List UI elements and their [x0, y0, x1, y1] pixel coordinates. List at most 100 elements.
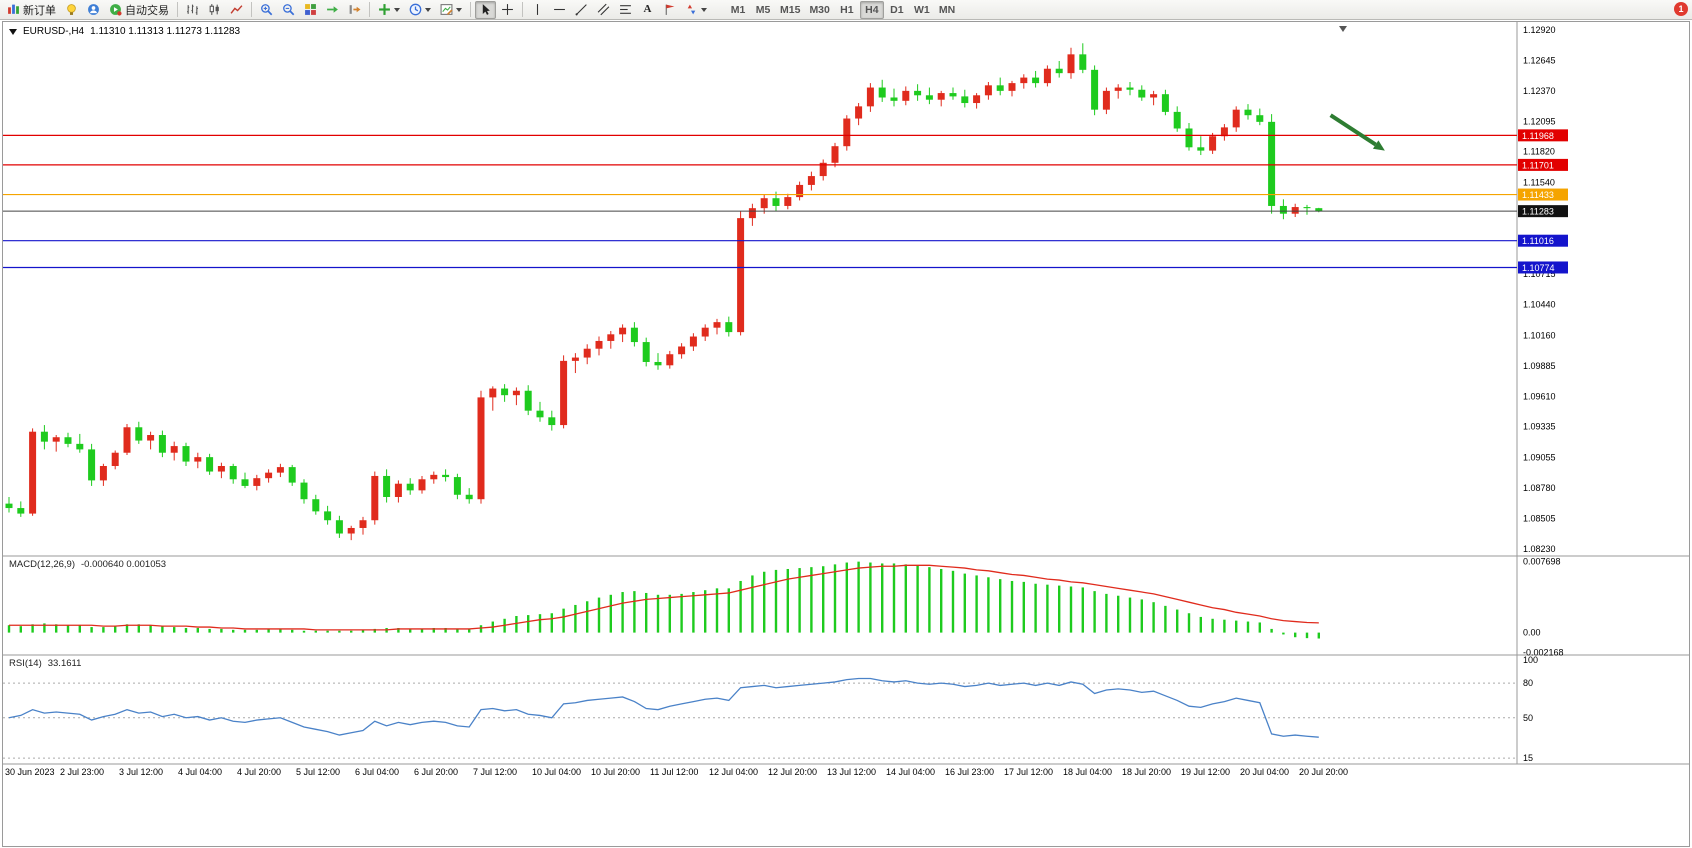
trendline-button[interactable] [571, 1, 592, 19]
svg-text:20 Jul 20:00: 20 Jul 20:00 [1299, 767, 1348, 777]
time-axis[interactable]: 30 Jun 2023 2 Jul 23:00 3 Jul 12:00 4 Jul 0… [5, 767, 1348, 777]
timeframe-mn-button[interactable]: MN [935, 1, 959, 19]
price-badges: 1.11968 1.11701 1.11433 1.11016 1.10774 1.112… [1518, 129, 1568, 274]
fibonacci-button[interactable] [615, 1, 636, 19]
notification-badge[interactable]: 1 [1674, 2, 1688, 16]
svg-text:0.00: 0.00 [1523, 628, 1541, 638]
cursor-icon [479, 3, 492, 16]
toolbar-separator [522, 2, 523, 17]
candles-layer [5, 43, 1323, 541]
svg-text:18 Jul 04:00: 18 Jul 04:00 [1063, 767, 1112, 777]
candlestick-chart-button[interactable] [204, 1, 225, 19]
svg-text:1.12370: 1.12370 [1523, 86, 1556, 96]
horizontal-line-icon [553, 3, 566, 16]
svg-text:1.09055: 1.09055 [1523, 453, 1556, 463]
vertical-line-button[interactable] [527, 1, 548, 19]
indicators-button[interactable] [374, 1, 404, 19]
timeframe-w1-button[interactable]: W1 [910, 1, 934, 19]
toolbar-separator [251, 2, 252, 17]
chart-menu-icon[interactable] [9, 28, 17, 35]
timeframe-d1-button[interactable]: D1 [885, 1, 909, 19]
svg-text:1.09335: 1.09335 [1523, 422, 1556, 432]
svg-text:19 Jul 12:00: 19 Jul 12:00 [1181, 767, 1230, 777]
metaeditor-button[interactable] [61, 1, 82, 19]
dropdown-caret-icon [425, 7, 431, 12]
timeframe-m15-button[interactable]: M15 [776, 1, 804, 19]
channel-icon [597, 3, 610, 16]
fibonacci-icon [619, 3, 632, 16]
dropdown-caret-icon [701, 7, 707, 12]
text-icon: A [643, 3, 652, 15]
svg-text:5 Jul 12:00: 5 Jul 12:00 [296, 767, 340, 777]
hlines-layer[interactable] [3, 134, 1517, 269]
zoom-in-icon [260, 3, 273, 16]
zoom-in-button[interactable] [256, 1, 277, 19]
svg-text:30 Jun 2023: 30 Jun 2023 [5, 767, 55, 777]
svg-text:50: 50 [1523, 713, 1533, 723]
periods-button[interactable] [405, 1, 435, 19]
new-order-button[interactable]: 新订单 [3, 1, 60, 19]
svg-text:6 Jul 20:00: 6 Jul 20:00 [414, 767, 458, 777]
timeframe-m5-button[interactable]: M5 [751, 1, 775, 19]
bar-chart-button[interactable] [182, 1, 203, 19]
text-label-button[interactable] [659, 1, 680, 19]
svg-text:1.08230: 1.08230 [1523, 544, 1556, 554]
tile-windows-button[interactable] [300, 1, 321, 19]
chart-window: EURUSD-,H4 1.11310 1.11313 1.11273 1.112… [2, 21, 1690, 847]
svg-text:1.09610: 1.09610 [1523, 391, 1556, 401]
bar-chart-icon [186, 3, 199, 16]
svg-text:1.12920: 1.12920 [1523, 25, 1556, 35]
arrows-icon [685, 3, 698, 16]
zoom-out-button[interactable] [278, 1, 299, 19]
svg-text:10 Jul 20:00: 10 Jul 20:00 [591, 767, 640, 777]
timeframe-h4-button[interactable]: H4 [859, 0, 884, 19]
new-order-label: 新订单 [23, 4, 56, 17]
svg-text:0.007698: 0.007698 [1523, 557, 1561, 567]
auto-scroll-button[interactable] [322, 1, 343, 19]
templates-button[interactable] [436, 1, 466, 19]
text-label-icon [663, 3, 676, 16]
price-badge [1518, 188, 1568, 201]
horizontal-line-button[interactable] [549, 1, 570, 19]
price-axis[interactable]: 1.12920 1.12645 1.12370 1.12095 1.11820 1.115… [1523, 25, 1556, 554]
autotrading-icon [109, 3, 122, 16]
rsi-layer: 100 80 50 15 [3, 655, 1538, 763]
svg-text:15: 15 [1523, 753, 1533, 763]
metaeditor-icon [65, 3, 78, 16]
toolbar-separator [369, 2, 370, 17]
toolbar: 新订单 自动交易 [0, 0, 1692, 20]
zoom-out-icon [282, 3, 295, 16]
svg-text:11 Jul 12:00: 11 Jul 12:00 [650, 767, 698, 777]
line-chart-button[interactable] [226, 1, 247, 19]
svg-text:-0.002168: -0.002168 [1523, 648, 1564, 658]
svg-text:12 Jul 20:00: 12 Jul 20:00 [768, 767, 817, 777]
svg-text:1.12645: 1.12645 [1523, 55, 1556, 65]
dropdown-caret-icon [456, 7, 462, 12]
tile-windows-icon [304, 3, 317, 16]
chart-shift-button[interactable] [344, 1, 365, 19]
cursor-button[interactable] [475, 0, 496, 19]
vertical-line-icon [531, 3, 544, 16]
svg-text:1.11540: 1.11540 [1523, 178, 1555, 188]
svg-text:1.11433: 1.11433 [1522, 190, 1554, 200]
price-badge [1518, 205, 1568, 218]
timeframe-m1-button[interactable]: M1 [726, 1, 750, 19]
trendline-icon [575, 3, 588, 16]
timeframe-h1-button[interactable]: H1 [835, 1, 859, 19]
candlestick-chart-icon [208, 3, 221, 16]
channel-button[interactable] [593, 1, 614, 19]
trend-arrow[interactable] [1329, 113, 1385, 151]
arrows-button[interactable] [681, 1, 711, 19]
crosshair-icon [501, 3, 514, 16]
crosshair-button[interactable] [497, 1, 518, 19]
timeframe-m30-button[interactable]: M30 [805, 1, 833, 19]
chart-canvas[interactable]: 1.12920 1.12645 1.12370 1.12095 1.11820 1.115… [3, 22, 1689, 846]
svg-text:1.10774: 1.10774 [1522, 263, 1555, 273]
text-button[interactable]: A [637, 1, 658, 19]
community-button[interactable] [83, 1, 104, 19]
autotrading-button[interactable]: 自动交易 [105, 1, 173, 19]
svg-text:1.12095: 1.12095 [1523, 116, 1556, 126]
dropdown-caret-icon [394, 7, 400, 12]
svg-text:4 Jul 04:00: 4 Jul 04:00 [178, 767, 222, 777]
